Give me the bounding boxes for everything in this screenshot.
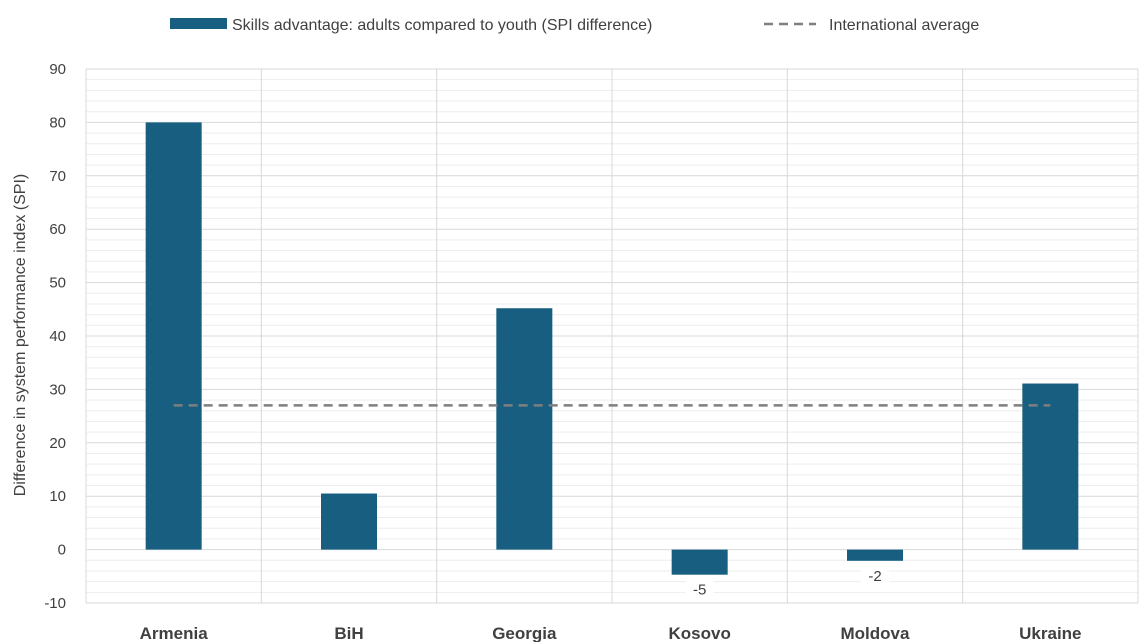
y-axis-ticks: -10 0 10 20 30 40 50 60 70 80 90: [44, 61, 66, 612]
category-label-ukraine: Ukraine: [1019, 624, 1081, 642]
data-label-moldova: -2: [868, 568, 881, 585]
bars: [145, 122, 1079, 575]
data-label-bg: [861, 563, 889, 586]
major-grid: [85, 68, 1139, 604]
y-tick-label: 90: [49, 61, 66, 78]
x-axis-categories: Armenia BiH Georgia Kosovo Moldova Ukraine: [140, 624, 1082, 642]
y-tick-label: 50: [49, 275, 66, 292]
y-tick-label: 70: [49, 168, 66, 185]
category-label-armenia: Armenia: [140, 624, 209, 642]
bar-georgia: [496, 308, 553, 550]
y-tick-label: 0: [58, 542, 66, 559]
category-label-kosovo: Kosovo: [668, 624, 730, 642]
category-label-moldova: Moldova: [841, 624, 910, 642]
category-label-bih: BiH: [334, 624, 363, 642]
bar-bih: [321, 493, 377, 550]
category-label-georgia: Georgia: [492, 624, 557, 642]
y-tick-label: 60: [49, 221, 66, 238]
bar-armenia: [145, 122, 202, 550]
legend-label-bars: Skills advantage: adults compared to you…: [232, 17, 652, 34]
y-axis-title: Difference in system performance index (…: [12, 174, 29, 497]
bar-moldova: [847, 549, 903, 561]
y-tick-label: 40: [49, 328, 66, 345]
legend-label-average: International average: [829, 17, 979, 34]
data-label-bg: [685, 577, 714, 600]
legend: Skills advantage: adults compared to you…: [170, 17, 979, 34]
y-tick-label: 80: [49, 114, 66, 131]
bar-ukraine: [1022, 383, 1079, 550]
data-labels: -5 -2: [685, 563, 889, 600]
y-tick-label: 30: [49, 381, 66, 398]
bar-kosovo: [671, 549, 728, 575]
y-tick-label: 20: [49, 435, 66, 452]
y-tick-label: 10: [49, 488, 66, 505]
y-tick-label: -10: [44, 595, 66, 612]
data-label-kosovo: -5: [693, 582, 706, 599]
legend-swatch-bars: [170, 18, 227, 29]
